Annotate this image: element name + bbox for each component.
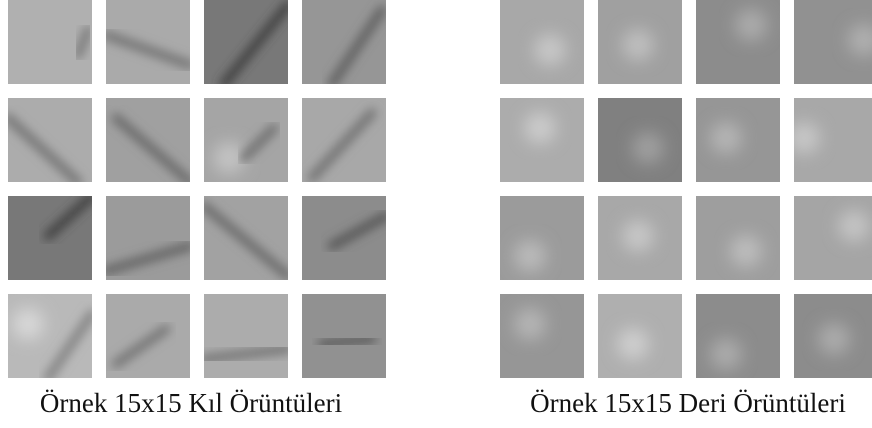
image-patch [598, 98, 682, 182]
patch-background [500, 196, 584, 280]
image-patch [794, 294, 872, 378]
hair-patch-grid [8, 0, 386, 378]
patch-background [500, 294, 584, 378]
image-patch [500, 196, 584, 280]
patch-highlight [524, 112, 556, 144]
patch-background [204, 294, 288, 378]
patch-highlight [818, 323, 850, 355]
image-patch [8, 294, 92, 378]
patch-highlight [838, 210, 870, 242]
patch-highlight [735, 9, 767, 41]
right-caption: Örnek 15x15 Deri Örüntüleri [530, 388, 846, 418]
patch-highlight [710, 122, 742, 154]
image-patch [794, 196, 872, 280]
image-patch [106, 196, 190, 280]
image-patch [302, 196, 386, 280]
image-patch [302, 98, 386, 182]
patch-highlight [534, 34, 566, 66]
skin-patch-grid [500, 0, 872, 378]
image-patch [788, 98, 872, 182]
patch-highlight [617, 328, 649, 360]
patch-highlight [622, 220, 654, 252]
image-patch [106, 0, 190, 84]
image-patch [8, 98, 92, 182]
image-patch [598, 294, 682, 378]
image-patch [696, 98, 780, 182]
image-patch [696, 294, 780, 378]
patch-background [696, 294, 780, 378]
image-patch [598, 0, 682, 84]
patch-highlight [514, 308, 546, 340]
patch-highlight [514, 240, 546, 272]
image-patch [204, 98, 288, 182]
image-patch [500, 0, 584, 84]
figure: Örnek 15x15 Kıl Örüntüleri Örnek 15x15 D… [0, 0, 872, 428]
image-patch [106, 294, 190, 378]
patch-highlight [788, 122, 820, 154]
image-patch [598, 196, 682, 280]
image-patch [696, 196, 780, 280]
image-patch [8, 196, 92, 280]
image-patch [302, 294, 386, 378]
image-patch [794, 0, 872, 84]
image-patch [8, 0, 92, 84]
patch-highlight [622, 29, 654, 61]
patch-highlight [632, 132, 664, 164]
image-patch [500, 294, 584, 378]
patch-background [204, 0, 288, 84]
patch-background [8, 98, 92, 182]
patch-highlight [710, 338, 742, 370]
patch-highlight [12, 308, 44, 340]
image-patch [696, 0, 780, 84]
page: Örnek 15x15 Kıl Örüntüleri Örnek 15x15 D… [0, 0, 872, 428]
hair-strand [322, 339, 372, 344]
image-patch [500, 98, 584, 182]
image-patch [302, 0, 386, 84]
image-patch [106, 98, 190, 182]
image-patch [204, 294, 288, 378]
patch-highlight [730, 235, 762, 267]
image-patch [204, 0, 288, 84]
left-caption: Örnek 15x15 Kıl Örüntüleri [40, 388, 342, 418]
patch-background [696, 0, 780, 84]
patch-background [204, 98, 288, 182]
image-patch [204, 196, 288, 280]
